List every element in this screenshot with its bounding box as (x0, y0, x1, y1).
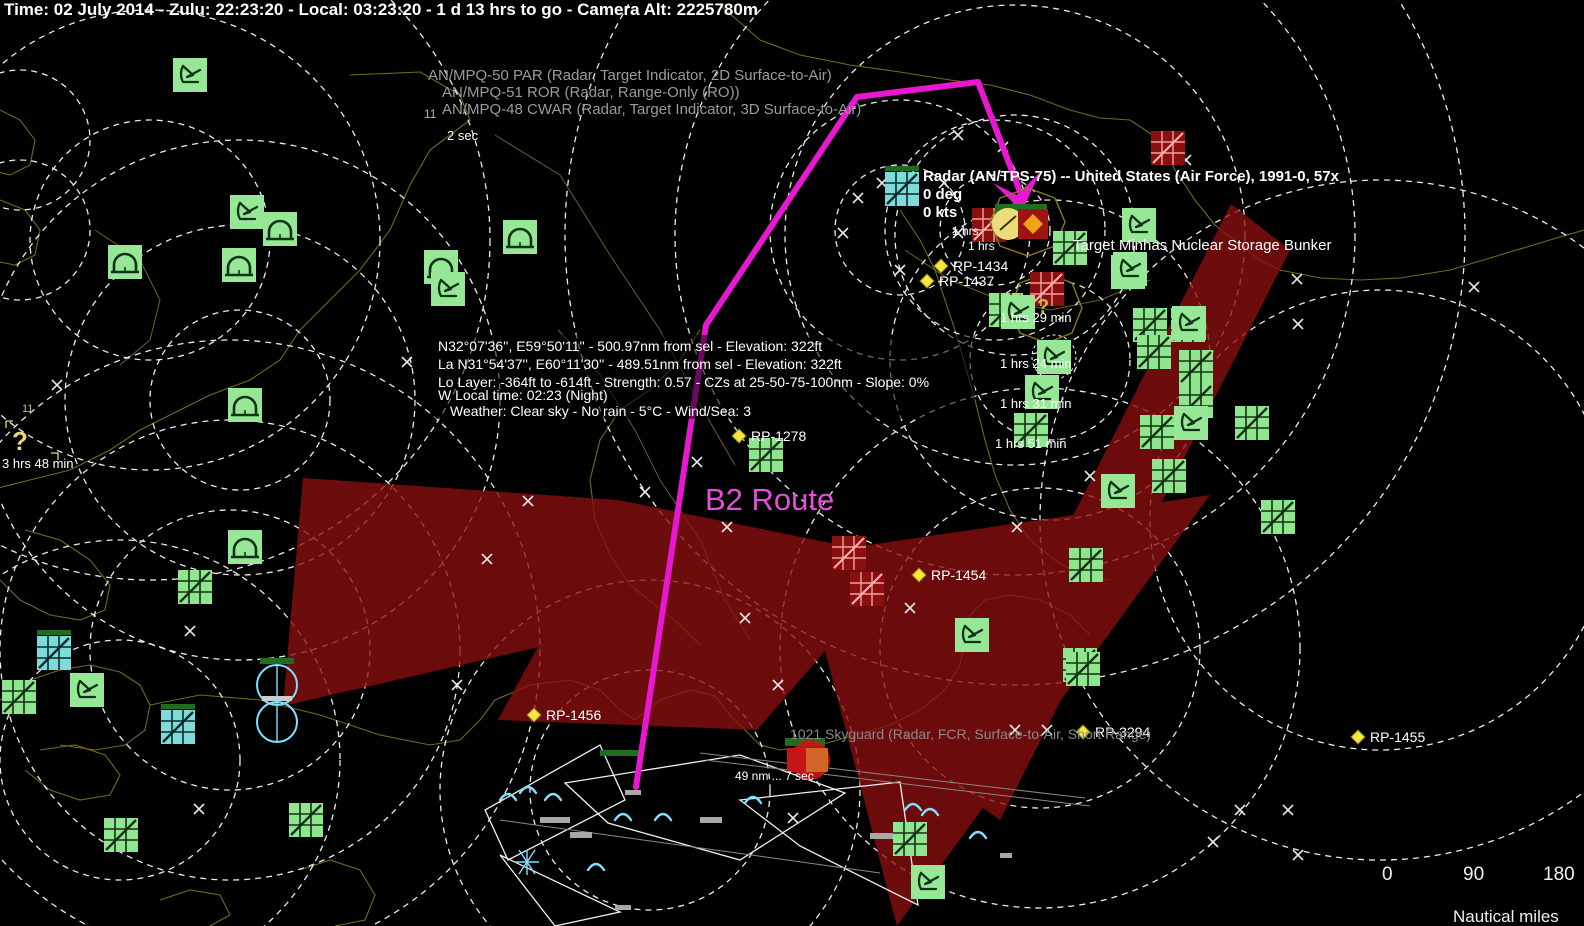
svg-text:AN/MPQ-50 PAR (Radar, Target I: AN/MPQ-50 PAR (Radar, Target Indicator, … (428, 67, 832, 84)
svg-text:RP-1456: RP-1456 (546, 707, 601, 723)
svg-text:RP-1437: RP-1437 (939, 273, 994, 289)
svg-text:Weather: Clear sky - No rain -: Weather: Clear sky - No rain - 5°C - Win… (450, 403, 751, 419)
svg-text:1 hrs 24 min: 1 hrs 24 min (1000, 356, 1072, 371)
svg-text:0 kts: 0 kts (923, 204, 957, 221)
svg-text:Nautical miles: Nautical miles (1453, 907, 1559, 926)
svg-text:AN/MPQ-51 ROR (Radar, Range-On: AN/MPQ-51 ROR (Radar, Range-Only (RO)) (442, 84, 740, 101)
svg-text:B2 Route: B2 Route (705, 482, 834, 517)
svg-text:11: 11 (22, 403, 33, 415)
svg-text:RP-1434: RP-1434 (953, 258, 1008, 274)
svg-text:Target Minhas Nuclear Storage: Target Minhas Nuclear Storage Bunker (1073, 237, 1331, 254)
svg-text:1 hrs 51 min: 1 hrs 51 min (995, 436, 1067, 451)
svg-text:180: 180 (1543, 864, 1575, 885)
svg-text:1 hrs: 1 hrs (968, 239, 995, 253)
svg-text:2 sec: 2 sec (447, 128, 479, 143)
svg-text:Radar (AN/TPS-75) -- United St: Radar (AN/TPS-75) -- United States (Air … (923, 168, 1340, 185)
svg-text:11: 11 (424, 107, 437, 121)
svg-text:1 hrs: 1 hrs (952, 224, 979, 238)
svg-text:AN/MPQ-48 CWAR (Radar, Target: AN/MPQ-48 CWAR (Radar, Target Indicator,… (442, 101, 861, 118)
svg-text:3 hrs 48 min: 3 hrs 48 min (2, 456, 74, 471)
svg-text:N32°07'36'', E59°50'11'' - 500: N32°07'36'', E59°50'11'' - 500.97nm from… (438, 338, 822, 354)
svg-text:W Local time: 02:23 (Night): W Local time: 02:23 (Night) (438, 387, 608, 403)
svg-text:90: 90 (1463, 864, 1484, 885)
svg-text:0 deg: 0 deg (923, 186, 962, 203)
svg-text:?: ? (12, 426, 28, 456)
svg-text:1 hrs 29 min: 1 hrs 29 min (1000, 310, 1072, 325)
svg-text:RP-1454: RP-1454 (931, 567, 986, 583)
svg-text:1021 Skyguard (Radar, FCR, Sur: 1021 Skyguard (Radar, FCR, Surface-to-Ai… (790, 726, 1151, 742)
svg-text:La N31°54'37'', E60°11'30'' -: La N31°54'37'', E60°11'30'' - 489.51nm f… (438, 356, 842, 372)
svg-text:RP-1455: RP-1455 (1370, 729, 1425, 745)
svg-text:1 hrs 31 min: 1 hrs 31 min (1000, 396, 1072, 411)
svg-text:Time: 02 July 2014 - Zulu: 22:: Time: 02 July 2014 - Zulu: 22:23:20 - Lo… (4, 0, 758, 19)
svg-text:0: 0 (1382, 864, 1393, 885)
svg-text:49 nm ... 7 sec: 49 nm ... 7 sec (735, 769, 814, 783)
svg-text:RP-1278: RP-1278 (751, 428, 806, 444)
